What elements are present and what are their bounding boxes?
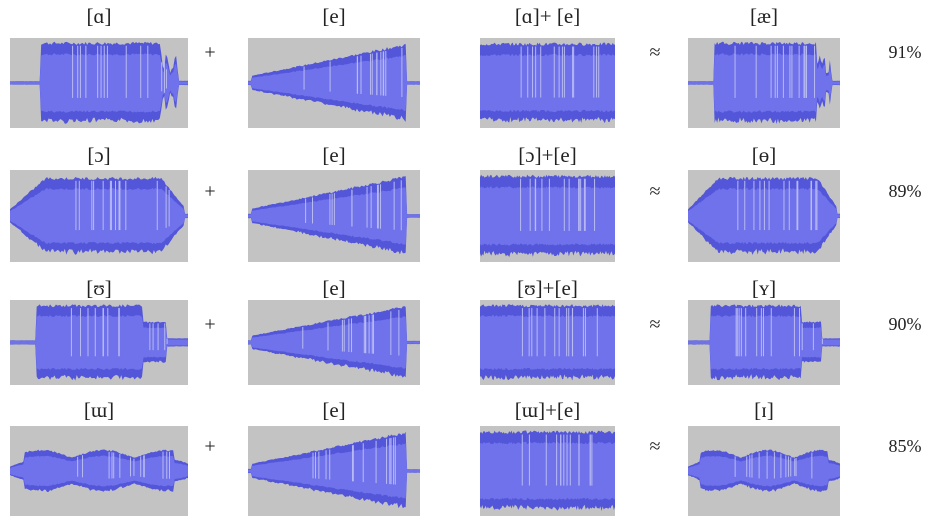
waveform-core (480, 54, 615, 112)
phoneme-label: [ɔ]+[e] (518, 143, 576, 167)
row: [ɑ] [e] [ɑ]+ [e] [æ] + ≈91% (10, 4, 922, 128)
waveform-core (10, 456, 188, 487)
phoneme-label: [ʏ] (752, 276, 776, 300)
phoneme-label: [ɔ] (87, 143, 110, 167)
plus-sign: + (204, 42, 215, 64)
phoneme-label: [ɯ]+[e] (515, 398, 580, 422)
phoneme-label: [ʊ]+[e] (517, 276, 578, 300)
row: [ʊ] [e] [ʊ]+[e] [ʏ] + ≈90% (10, 276, 922, 385)
similarity: 90% (889, 314, 922, 334)
waveform-core (10, 188, 188, 244)
phoneme-label: [ʊ] (86, 276, 112, 300)
phoneme-label: [e] (322, 4, 345, 28)
plus-sign: + (204, 436, 215, 458)
phoneme-label: [e] (322, 143, 345, 167)
row: [ɯ] [e] [ɯ]+[e] [ɪ] + ≈85% (10, 398, 922, 516)
waveform-core (480, 442, 615, 500)
phoneme-label: [e] (322, 398, 345, 422)
phoneme-label: [e] (322, 276, 345, 300)
phoneme-label: [ɯ] (84, 398, 114, 422)
approx-sign: ≈ (650, 436, 661, 458)
similarity: 89% (889, 181, 922, 201)
phoneme-label: [ɑ]+ [e] (515, 4, 580, 28)
figure: [ɑ] [e] [ɑ]+ [e] [æ] + ≈91% [ɔ] [e] [ɔ]+[e] [ɵ] + ≈… (0, 0, 947, 523)
similarity: 91% (889, 42, 922, 62)
phoneme-label: [ɪ] (754, 398, 774, 422)
waveform-core (688, 456, 840, 487)
plus-sign: + (204, 314, 215, 336)
row: [ɔ] [e] [ɔ]+[e] [ɵ] + ≈89% (10, 143, 922, 262)
approx-sign: ≈ (650, 42, 661, 64)
phoneme-label: [æ] (750, 4, 778, 28)
waveform-core (480, 315, 615, 370)
phoneme-label: [ɵ] (752, 143, 777, 167)
plus-sign: + (204, 181, 215, 203)
approx-sign: ≈ (650, 314, 661, 336)
approx-sign: ≈ (650, 181, 661, 203)
similarity: 85% (889, 436, 922, 456)
phoneme-label: [ɑ] (87, 4, 112, 28)
